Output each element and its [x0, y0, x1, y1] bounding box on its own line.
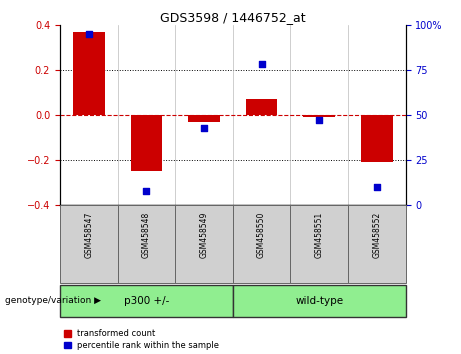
Bar — [73, 32, 105, 115]
Bar — [175, 205, 233, 283]
Title: GDS3598 / 1446752_at: GDS3598 / 1446752_at — [160, 11, 306, 24]
Bar — [130, 115, 162, 171]
Legend: transformed count, percentile rank within the sample: transformed count, percentile rank withi… — [64, 329, 219, 350]
Point — [258, 62, 266, 67]
Point — [200, 125, 207, 131]
Text: GSM458550: GSM458550 — [257, 212, 266, 258]
Bar — [60, 205, 118, 283]
Point — [142, 188, 150, 194]
Text: GSM458547: GSM458547 — [84, 212, 93, 258]
Point — [373, 184, 381, 190]
Bar — [246, 99, 278, 115]
Bar — [233, 205, 290, 283]
Point — [85, 31, 92, 37]
Text: GSM458552: GSM458552 — [372, 212, 381, 258]
Text: genotype/variation ▶: genotype/variation ▶ — [5, 296, 100, 306]
Text: p300 +/-: p300 +/- — [124, 296, 169, 306]
Text: wild-type: wild-type — [295, 296, 343, 306]
Bar — [60, 285, 233, 317]
Point — [315, 118, 323, 123]
Text: GSM458549: GSM458549 — [200, 212, 208, 258]
Bar — [303, 115, 335, 117]
Bar — [361, 115, 393, 162]
Bar — [348, 205, 406, 283]
Bar — [118, 205, 175, 283]
Bar — [290, 205, 348, 283]
Bar — [188, 115, 220, 122]
Text: GSM458548: GSM458548 — [142, 212, 151, 258]
Bar — [233, 285, 406, 317]
Text: GSM458551: GSM458551 — [315, 212, 324, 258]
